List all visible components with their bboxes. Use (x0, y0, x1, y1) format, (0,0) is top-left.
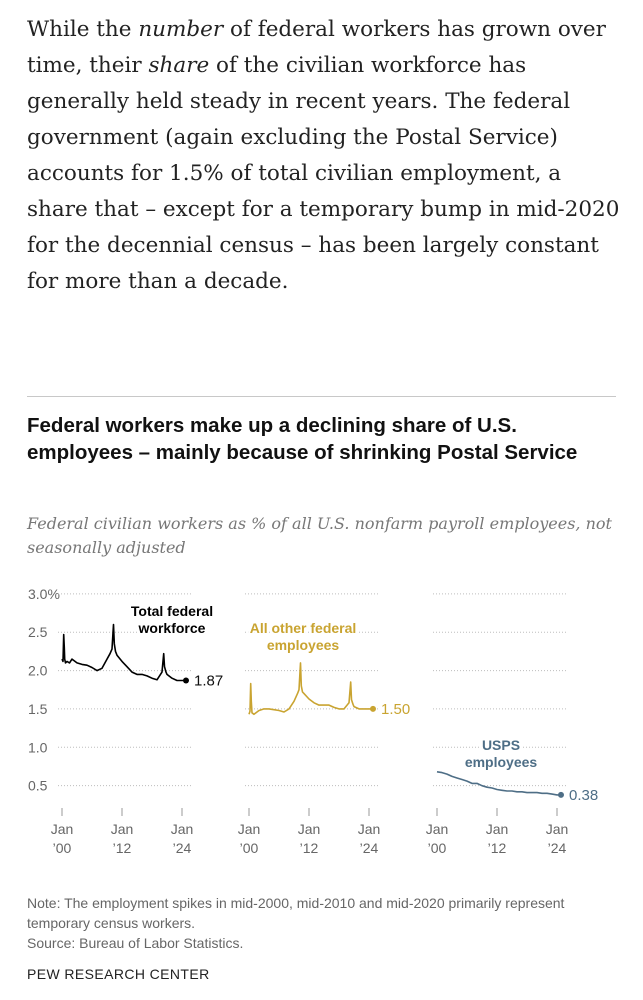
x-tick-label: ’12 (113, 840, 132, 856)
article-emphasis-number: number (138, 17, 224, 42)
x-tick-label: Jan (171, 821, 194, 837)
section-divider (27, 396, 616, 397)
x-tick-label: ’12 (488, 840, 507, 856)
x-tick-label: ’00 (428, 840, 447, 856)
end-value-label: 1.87 (194, 673, 223, 690)
series-label: Total federal (131, 603, 213, 619)
x-tick-label: Jan (238, 821, 261, 837)
article-text-part: of federal workers has grown over time, … (27, 17, 606, 78)
chart-note: Note: The employment spikes in mid-2000,… (27, 895, 565, 931)
chart-title: Federal workers make up a declining shar… (27, 414, 578, 464)
x-tick-label: Jan (426, 821, 449, 837)
x-tick-label: ’24 (548, 840, 567, 856)
article-text-part: of the civilian workforce has generally … (27, 53, 620, 294)
x-tick-label: Jan (298, 821, 321, 837)
article-text-part: While the (27, 17, 139, 42)
x-tick-label: Jan (358, 821, 381, 837)
y-tick-label: 1.0 (28, 739, 48, 755)
end-value-label: 1.50 (381, 701, 410, 718)
y-tick-label: 0.5 (28, 778, 48, 794)
end-point (183, 677, 189, 684)
x-tick-label: ’00 (53, 840, 72, 856)
article-paragraph: While the number of federal workers has … (27, 12, 627, 300)
end-point (370, 705, 376, 712)
small-multiples-chart: 0.5 1.0 1.5 2.0 2.5 3.0% 1.87 Total federalwork… (28, 586, 598, 856)
series-line (61, 623, 186, 682)
series-label: workforce (138, 620, 206, 636)
article-emphasis-share: share (148, 53, 210, 78)
series-label: All other federal (250, 620, 357, 636)
chart-source: Source: Bureau of Labor Statistics. (27, 935, 244, 951)
chart-notes: Note: The employment spikes in mid-2000,… (27, 893, 617, 953)
end-value-label: 0.38 (569, 787, 598, 804)
y-tick-label: 2.0 (28, 663, 48, 679)
chart-subtitle: Federal civilian workers as % of all U.S… (27, 514, 612, 557)
series-label: employees (267, 637, 340, 653)
series-label: employees (465, 754, 538, 770)
x-tick-label: Jan (51, 821, 74, 837)
x-tick-label: Jan (111, 821, 134, 837)
x-tick-label: Jan (486, 821, 509, 837)
series-line (248, 662, 373, 716)
footer-brand: PEW RESEARCH CENTER (27, 966, 210, 982)
x-tick-label: ’24 (173, 840, 192, 856)
x-tick-label: ’00 (240, 840, 259, 856)
y-tick-label: 2.5 (28, 624, 48, 640)
y-tick-label: 3.0% (28, 586, 60, 602)
series-label: USPS (482, 737, 520, 753)
end-point (558, 791, 564, 798)
series-line (436, 771, 561, 796)
x-tick-label: ’12 (300, 840, 319, 856)
y-tick-label: 1.5 (28, 701, 48, 717)
x-tick-label: Jan (546, 821, 569, 837)
article-text: While the number of federal workers has … (27, 12, 627, 300)
x-tick-label: ’24 (360, 840, 379, 856)
